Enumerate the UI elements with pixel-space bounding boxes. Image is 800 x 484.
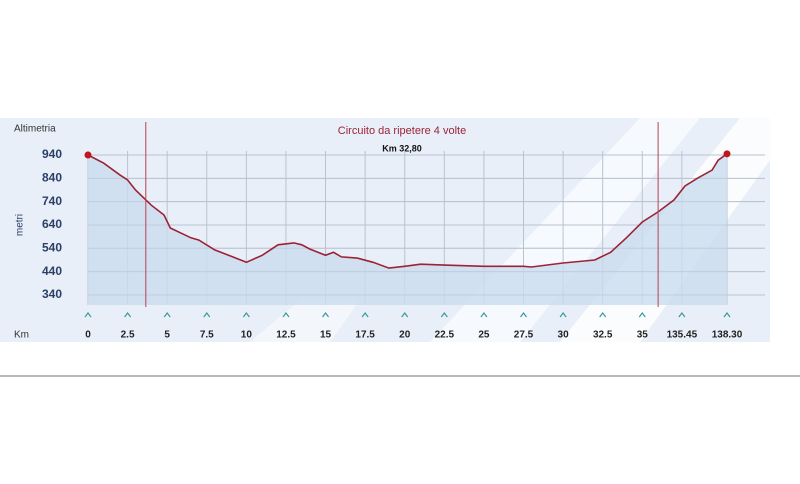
tick-mark <box>401 312 409 318</box>
tick-mark <box>599 312 607 318</box>
tick-mark <box>638 312 646 318</box>
x-tick-label: 135.45 <box>667 330 698 341</box>
tick-mark <box>440 312 448 318</box>
tick-mark <box>203 312 211 318</box>
x-tick-label: 30 <box>558 330 570 341</box>
x-tick-label: 5 <box>164 330 170 341</box>
x-tick-label: 32.5 <box>593 330 613 341</box>
x-tick-label: 12.5 <box>276 330 296 341</box>
x-tick-label: 138.30 <box>712 330 743 341</box>
tick-mark <box>559 312 567 318</box>
x-tick-label: 0 <box>85 330 91 341</box>
x-axis-label: Km <box>14 330 29 341</box>
y-tick-label: 940 <box>42 147 62 161</box>
endpoint <box>84 151 92 159</box>
annotation-sub: Km 32,80 <box>382 143 422 153</box>
tick-mark <box>480 312 488 318</box>
x-tick-label: 20 <box>399 330 411 341</box>
x-tick-label: 35 <box>637 330 649 341</box>
x-tick-label: 27.5 <box>514 330 534 341</box>
y-tick-label: 640 <box>42 217 62 231</box>
tick-mark <box>678 312 686 318</box>
tick-mark <box>242 312 250 318</box>
tick-mark <box>361 312 369 318</box>
x-tick-label: 10 <box>241 330 253 341</box>
tick-mark <box>163 312 171 318</box>
tick-mark <box>322 312 330 318</box>
annotation: Circuito da ripetere 4 volte <box>338 125 466 137</box>
x-tick-label: 25 <box>478 330 490 341</box>
tick-mark <box>282 312 290 318</box>
tick-mark <box>84 312 92 318</box>
x-tick-label: 2.5 <box>121 330 135 341</box>
y-tick-label: 340 <box>42 287 62 301</box>
y-tick-label: 540 <box>42 240 62 254</box>
tick-mark <box>723 312 731 318</box>
y-axis-label: metri <box>15 214 26 236</box>
streak <box>250 300 360 342</box>
tick-mark <box>124 312 132 318</box>
y-tick-label: 840 <box>42 170 62 184</box>
y-tick-label: 740 <box>42 194 62 208</box>
x-tick-label: 15 <box>320 330 332 341</box>
tick-mark <box>520 312 527 318</box>
x-tick-label: 7.5 <box>200 330 214 341</box>
endpoint <box>723 150 731 158</box>
y-tick-label: 440 <box>42 264 62 278</box>
x-tick-label: 22.5 <box>435 330 455 341</box>
x-tick-label: 17.5 <box>355 330 375 341</box>
elevation-line <box>87 153 728 269</box>
area-fill <box>88 153 727 305</box>
chart-title: Altimetria <box>14 124 56 135</box>
